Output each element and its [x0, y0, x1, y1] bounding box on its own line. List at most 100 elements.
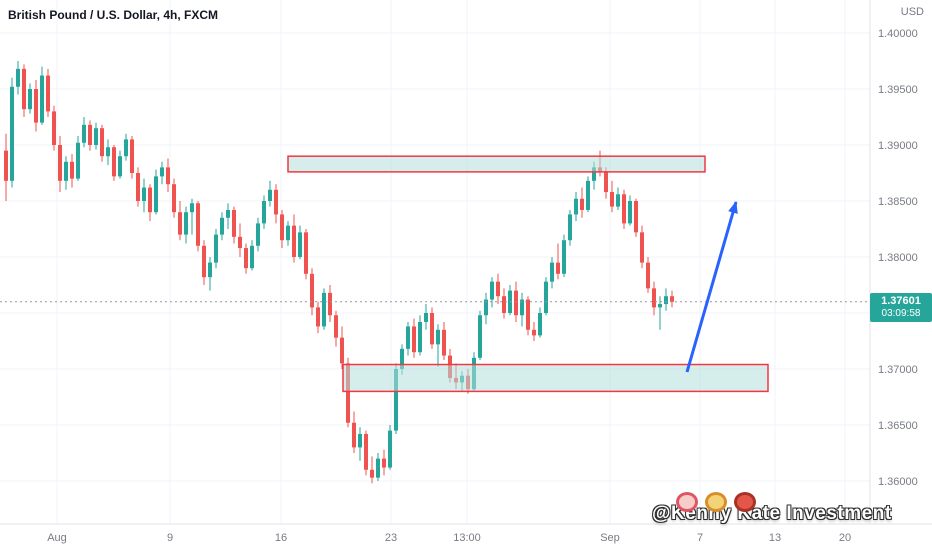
candle-body — [658, 304, 662, 308]
candle-body — [148, 187, 152, 213]
candle-body — [46, 75, 50, 112]
candle-body — [274, 189, 278, 215]
price-axis-label: 1.36000 — [878, 476, 918, 488]
candle-body — [670, 296, 674, 302]
candle-body — [22, 68, 26, 110]
candle-body — [238, 236, 242, 249]
time-axis-label: 9 — [167, 532, 173, 544]
candle-body — [304, 232, 308, 274]
candle-body — [544, 281, 548, 313]
trend-arrow[interactable] — [685, 201, 738, 373]
time-axis-label: 13 — [769, 532, 781, 544]
watermark: @Kenny Kate Investment — [652, 490, 932, 534]
candle-body — [622, 194, 626, 224]
time-axis-label: Sep — [600, 532, 620, 544]
candle-body — [580, 198, 584, 210]
price-badge: 1.37601 03:09:58 — [870, 292, 932, 322]
candle-body — [478, 315, 482, 358]
candle-body — [214, 234, 218, 263]
price-axis-label: 1.40000 — [878, 28, 918, 40]
candle-body — [136, 173, 140, 201]
candle-body — [568, 214, 572, 241]
candle-body — [268, 189, 272, 201]
candle-body — [28, 89, 32, 110]
candle-body — [4, 150, 8, 181]
candle-body — [250, 245, 254, 269]
candle-body — [442, 329, 446, 356]
candle-body — [604, 171, 608, 193]
time-axis[interactable]: Aug 9 16 23 13:00 Sep 7 13 20 — [47, 532, 851, 544]
candle-body — [82, 124, 86, 143]
candle-body — [652, 288, 656, 308]
candle-body — [550, 262, 554, 282]
candle-body — [106, 147, 110, 157]
candle-body — [280, 214, 284, 241]
time-axis-label: 23 — [385, 532, 397, 544]
time-axis-label: 20 — [839, 532, 851, 544]
candle-body — [538, 313, 542, 336]
candle-body — [226, 209, 230, 218]
candle-body — [364, 433, 368, 470]
price-axis-label: 1.38500 — [878, 196, 918, 208]
candle-body — [634, 201, 638, 233]
candle-body — [436, 329, 440, 345]
candle-body — [118, 156, 122, 177]
candle-body — [430, 313, 434, 345]
candle-body — [352, 422, 356, 448]
candle-body — [640, 232, 644, 263]
candle-body — [520, 299, 524, 316]
watermark-icons — [676, 492, 763, 512]
candle-body — [10, 86, 14, 181]
price-axis[interactable]: 1.400001.395001.390001.385001.380001.375… — [878, 28, 918, 488]
time-axis-label: 16 — [275, 532, 287, 544]
candle-body — [346, 363, 350, 423]
candle-body — [592, 167, 596, 181]
candle-body — [292, 225, 296, 257]
candle-body — [76, 142, 80, 179]
candle-body — [208, 262, 212, 278]
candle-body — [358, 433, 362, 448]
candle-body — [532, 329, 536, 336]
candle-body — [232, 209, 236, 237]
candle-body — [424, 313, 428, 322]
candle-body — [388, 430, 392, 468]
candle-body — [100, 128, 104, 157]
candle-body — [166, 167, 170, 185]
candle-body — [16, 68, 20, 87]
candle-body — [34, 89, 38, 123]
time-axis-label: 7 — [697, 532, 703, 544]
candle-body — [496, 281, 500, 297]
candle-body — [196, 203, 200, 246]
candle-body — [310, 273, 314, 308]
candle-body — [322, 292, 326, 327]
candles-layer — [4, 61, 674, 484]
candle-body — [610, 192, 614, 207]
time-axis-label: Aug — [47, 532, 67, 544]
coin-icon-red — [734, 492, 756, 512]
price-axis-label: 1.38000 — [878, 252, 918, 264]
candle-body — [160, 167, 164, 177]
candle-body — [340, 337, 344, 364]
resistance-zone[interactable] — [287, 155, 706, 173]
candle-body — [514, 290, 518, 316]
candle-body — [526, 299, 530, 330]
candle-body — [484, 299, 488, 316]
candle-body — [412, 326, 416, 353]
candle-body — [400, 348, 404, 369]
candle-body — [70, 161, 74, 179]
candle-body — [328, 292, 332, 316]
candle-body — [586, 180, 590, 210]
candle-body — [616, 194, 620, 207]
candle-body — [334, 315, 338, 338]
candle-body — [502, 296, 506, 313]
candle-body — [184, 212, 188, 235]
currency-label: USD — [900, 6, 924, 18]
support-zone[interactable] — [342, 363, 769, 393]
price-axis-label: 1.37000 — [878, 364, 918, 376]
candle-body — [574, 198, 578, 215]
candle-body — [178, 212, 182, 235]
candle-body — [130, 139, 134, 173]
candle-body — [316, 307, 320, 327]
